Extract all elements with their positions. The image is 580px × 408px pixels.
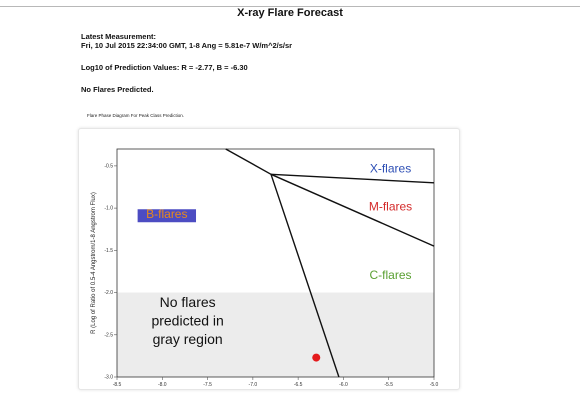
x-tick-label: -6.0 [339, 382, 348, 388]
gray-region-annotation: gray region [153, 331, 223, 347]
region-label: C-flares [370, 268, 412, 282]
latest-measurement-value: Fri, 10 Jul 2015 22:34:00 GMT, 1-8 Ang =… [81, 41, 293, 50]
y-tick-label: -2.0 [104, 290, 113, 296]
region-label: B-flares [146, 207, 187, 221]
gray-region [117, 292, 434, 377]
region-label: M-flares [369, 200, 412, 214]
region-label-highlight [137, 209, 197, 223]
header-rule [0, 6, 580, 7]
latest-measurement-label: Latest Measurement: [81, 32, 157, 41]
y-axis-label: R (Log of Ratio of 0.5-4 Angstrom/1-8 An… [91, 192, 97, 334]
diagram-caption: Flare Phase Diagram For Peak Class Predi… [87, 113, 185, 118]
gray-region-annotation: predicted in [151, 312, 223, 328]
x-flares-boundary [270, 173, 435, 184]
forecast-status: No Flares Predicted. [81, 85, 154, 94]
y-tick-label: -1.0 [104, 206, 113, 212]
latest-measurement: Latest Measurement: Fri, 10 Jul 2015 22:… [81, 32, 292, 50]
y-tick-label: -1.5 [104, 248, 113, 254]
prediction-point [312, 353, 321, 362]
x-tick-label: -8.0 [158, 382, 167, 388]
log-prediction-values: Log10 of Prediction Values: R = -2.77, B… [81, 63, 248, 72]
x-tick-label: -6.5 [294, 382, 303, 388]
flare-phase-diagram: -8.5 -8.0 -7.5 -7.0 -6.5 -6.0 -5.5 -5.0 -0.5 -1.0… [78, 128, 460, 390]
y-tick-label: -2.5 [104, 332, 113, 338]
x-tick-label: -5.0 [430, 382, 439, 388]
y-tick-label: -3.0 [104, 375, 113, 381]
page-title: X-ray Flare Forecast [237, 7, 343, 19]
x-tick-label: -7.0 [249, 382, 258, 388]
m-c-boundary [270, 173, 435, 247]
region-label: X-flares [370, 162, 411, 176]
plot-frame [116, 148, 435, 378]
y-tick-label: -0.5 [104, 163, 113, 169]
x-tick-label: -7.5 [203, 382, 212, 388]
gray-region-annotation: No flares [160, 294, 216, 310]
x-tick-label: -8.5 [113, 382, 122, 388]
x-tick-label: -5.5 [384, 382, 393, 388]
flare-phase-chart: -8.5 -8.0 -7.5 -7.0 -6.5 -6.0 -5.5 -5.0 -0.5 -1.0… [91, 148, 439, 388]
